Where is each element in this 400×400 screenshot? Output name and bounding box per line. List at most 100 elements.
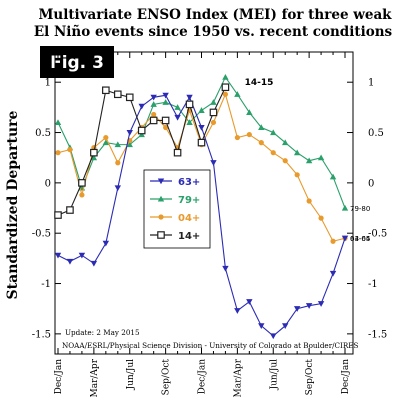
chart-title-line2: El Niño events since 1950 vs. recent con… (34, 24, 393, 40)
y-axis-label: Standardized Departure (5, 110, 21, 299)
data-point (198, 107, 205, 113)
data-point (149, 116, 158, 125)
x-tick-label: Sep/Oct (305, 359, 315, 396)
legend-label: 04+ (178, 213, 200, 224)
x-tick-label: Dec/Jan (198, 359, 208, 395)
end-labels: 63-64 79-80 04-05 (350, 205, 371, 243)
data-point (246, 131, 252, 138)
data-point (137, 126, 146, 135)
y-tick-label-right: 1 (368, 78, 374, 89)
fig-badge-label: Fig. 3 (50, 53, 104, 73)
y-tick-label-left: 0.5 (35, 128, 51, 139)
data-point (102, 139, 110, 146)
legend-marker (157, 178, 165, 185)
data-point (90, 154, 98, 161)
data-point (234, 308, 241, 314)
data-point (209, 108, 218, 117)
data-point (90, 148, 98, 157)
legend-marker (157, 195, 165, 202)
data-point (306, 198, 312, 204)
data-point (270, 129, 277, 136)
y-tick-label-right: 0 (368, 178, 374, 189)
data-point (186, 119, 193, 126)
data-point (174, 104, 181, 110)
data-point (294, 172, 300, 178)
data-point (125, 93, 134, 102)
data-point (282, 323, 289, 330)
data-point (222, 73, 229, 80)
data-point (115, 160, 121, 166)
data-point (150, 101, 157, 107)
series-14plus (54, 83, 230, 219)
data-point (270, 150, 276, 156)
legend-item: 14+ (150, 231, 200, 242)
peak-annotation: 14-15 (245, 78, 274, 88)
legend-marker (158, 214, 164, 220)
end-label: 63-64 (350, 235, 371, 243)
plot-frame (54, 51, 354, 355)
data-point (150, 94, 157, 101)
data-point (341, 235, 349, 242)
y-tick-label-right: -1.5 (368, 329, 387, 340)
y-tick-label-right: -1 (368, 279, 378, 290)
y-tick-label-left: 0 (45, 178, 51, 189)
data-point (126, 129, 133, 136)
x-tick-label: Jun/Jul (269, 359, 279, 391)
data-point (341, 204, 349, 211)
data-point (185, 100, 194, 109)
y-tick-label-left: -1.5 (32, 329, 51, 340)
data-point (293, 149, 301, 156)
data-point (114, 141, 121, 148)
legend-item: 04+ (150, 213, 200, 224)
data-point (78, 252, 86, 259)
data-point (317, 154, 325, 161)
end-label: 79-80 (350, 205, 370, 213)
y-tick-label-left: -0.5 (32, 229, 51, 240)
y-ticks-right: -1.5 -1 -0.5 0 0.5 1 (347, 78, 387, 340)
data-point (210, 99, 217, 105)
legend-label: 14+ (178, 231, 200, 242)
y-tick-label-left: 1 (45, 78, 51, 89)
data-point (330, 238, 336, 244)
data-point (282, 158, 288, 164)
data-point (293, 306, 301, 312)
end-label: 04-05 (350, 235, 370, 243)
data-point (78, 179, 86, 187)
data-point (305, 303, 313, 309)
data-point (197, 138, 206, 147)
x-tick-label: Mar/Apr (233, 358, 243, 397)
update-text: Update: 2 May 2015 (65, 328, 140, 337)
data-point (222, 265, 229, 272)
data-point (161, 116, 170, 125)
legend: 63+ 79+ 04+ 14+ (143, 169, 211, 249)
legend-marker (157, 231, 165, 239)
data-point (102, 240, 110, 247)
data-point (54, 211, 62, 219)
credit-text: NOAA/ESRL/Physical Science Division - Un… (62, 341, 359, 350)
y-tick-label-right: -0.5 (368, 229, 387, 240)
legend-item: 79+ (150, 195, 200, 206)
series-layer (54, 73, 349, 340)
x-tick-label: Mar/Apr (90, 358, 100, 397)
y-tick-label-right: 0.5 (368, 128, 384, 139)
data-point (258, 323, 265, 330)
data-point (126, 141, 133, 148)
data-point (90, 260, 98, 267)
data-point (54, 252, 62, 259)
data-point (66, 258, 74, 265)
x-ticks: Dec/Jan Mar/Apr Jun/Jul Sep/Oct Dec/Jan Mar/A… (54, 52, 351, 397)
data-point (318, 215, 324, 221)
data-point (66, 206, 74, 214)
data-point (234, 134, 240, 141)
y-ticks-left: -1.5 -1 -0.5 0 0.5 1 (32, 78, 61, 340)
data-point (198, 124, 205, 131)
x-tick-label: Jun/Jul (126, 359, 136, 391)
legend-item: 63+ (150, 177, 200, 188)
data-point (114, 185, 121, 192)
data-point (317, 301, 325, 307)
data-point (246, 109, 253, 115)
data-point (282, 139, 289, 146)
data-point (246, 299, 253, 305)
data-point (329, 270, 337, 277)
